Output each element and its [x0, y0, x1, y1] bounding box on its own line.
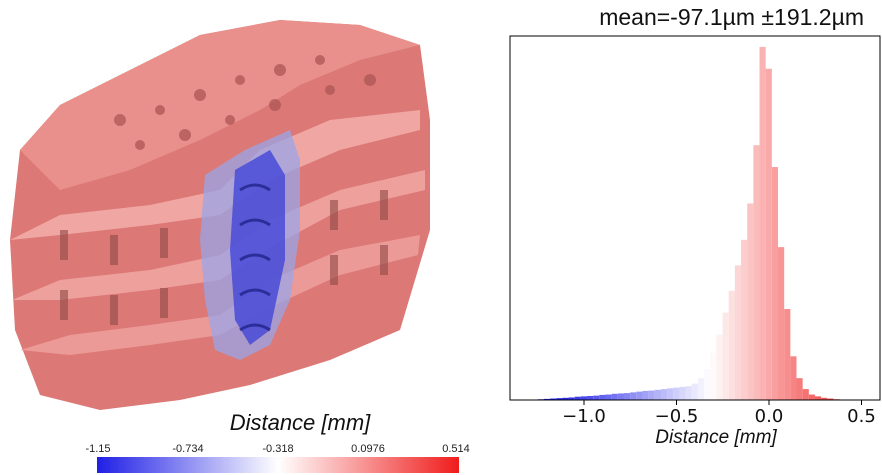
histogram-bar — [667, 388, 674, 400]
histogram-bar — [648, 390, 655, 400]
histogram-bar — [827, 398, 834, 400]
histogram-bar — [814, 396, 822, 400]
colorbar-title: Distance [mm] — [229, 410, 371, 435]
histogram-bar — [771, 167, 779, 400]
histogram-bar — [722, 312, 729, 400]
histogram-bar — [691, 383, 698, 400]
histogram-bar — [790, 356, 797, 400]
histogram-bar — [599, 394, 606, 400]
colorbar-tick: -0.318 — [262, 443, 294, 455]
x-tick-label: −0.5 — [655, 406, 699, 427]
colorbar-tick: 0.0976 — [351, 443, 385, 455]
histogram-bar — [778, 247, 785, 400]
histogram-bar — [747, 203, 754, 400]
histogram-bar — [568, 397, 575, 400]
histogram-panel: mean=-97.1µm ±191.2µm −1.0 −0.5 0.0 0.5 Dis… — [470, 0, 882, 475]
histogram-bar — [605, 394, 612, 400]
histogram-chart: −1.0 −0.5 0.0 0.5 — [509, 35, 881, 427]
histogram-bar — [697, 378, 705, 400]
histogram-bar — [636, 391, 643, 400]
histogram-bar — [802, 389, 809, 400]
histogram-bar — [623, 393, 631, 400]
x-tick-label: 0.5 — [847, 406, 876, 427]
histogram-bar — [574, 396, 581, 400]
histogram-bar — [784, 309, 791, 400]
colorbar-tick: -0.734 — [172, 443, 204, 455]
chart-title: mean=-97.1µm ±191.2µm — [599, 4, 864, 30]
histogram-bar — [821, 397, 828, 400]
histogram-bar — [617, 393, 624, 400]
x-tick-label: −1.0 — [562, 406, 606, 427]
histogram-bar — [765, 68, 772, 400]
histogram-bar — [808, 394, 815, 400]
histogram-bar — [710, 352, 717, 400]
x-axis-label: Distance [mm] — [655, 427, 777, 448]
histogram-bar — [593, 395, 600, 400]
histogram-bar — [654, 389, 661, 400]
histogram-bar — [753, 145, 760, 400]
histogram-bar — [679, 386, 686, 400]
slab-layers — [10, 20, 430, 410]
surface-deviation-render: Distance [mm] -1.15 -0.734 -0.318 0.0976… — [10, 20, 470, 473]
colorbar-tick: 0.514 — [442, 443, 470, 455]
histogram-bar — [741, 239, 748, 400]
histogram-bar — [630, 392, 637, 400]
histogram-bar — [734, 265, 742, 400]
histogram-bar — [759, 46, 766, 401]
histogram-bar — [660, 389, 668, 400]
colorbar-tick: -1.15 — [85, 443, 111, 455]
3d-part-render — [10, 20, 459, 473]
histogram-bar — [642, 390, 649, 400]
histogram-bar — [716, 334, 723, 400]
histogram-bar — [556, 398, 563, 400]
histogram-bar — [587, 395, 594, 400]
histogram-bar — [580, 396, 588, 400]
histogram-bar — [704, 369, 711, 400]
histogram-bar — [728, 290, 735, 400]
plot-frame — [509, 35, 881, 401]
histogram-bar — [562, 397, 569, 400]
histogram-bar — [543, 398, 551, 400]
histogram-bar — [796, 378, 803, 400]
histogram-bar — [673, 387, 680, 400]
colorbar — [97, 457, 459, 473]
histogram-bar — [611, 393, 618, 400]
histogram-bar — [550, 398, 557, 400]
histogram-bar — [685, 386, 692, 400]
x-tick-label: 0.0 — [755, 406, 784, 427]
